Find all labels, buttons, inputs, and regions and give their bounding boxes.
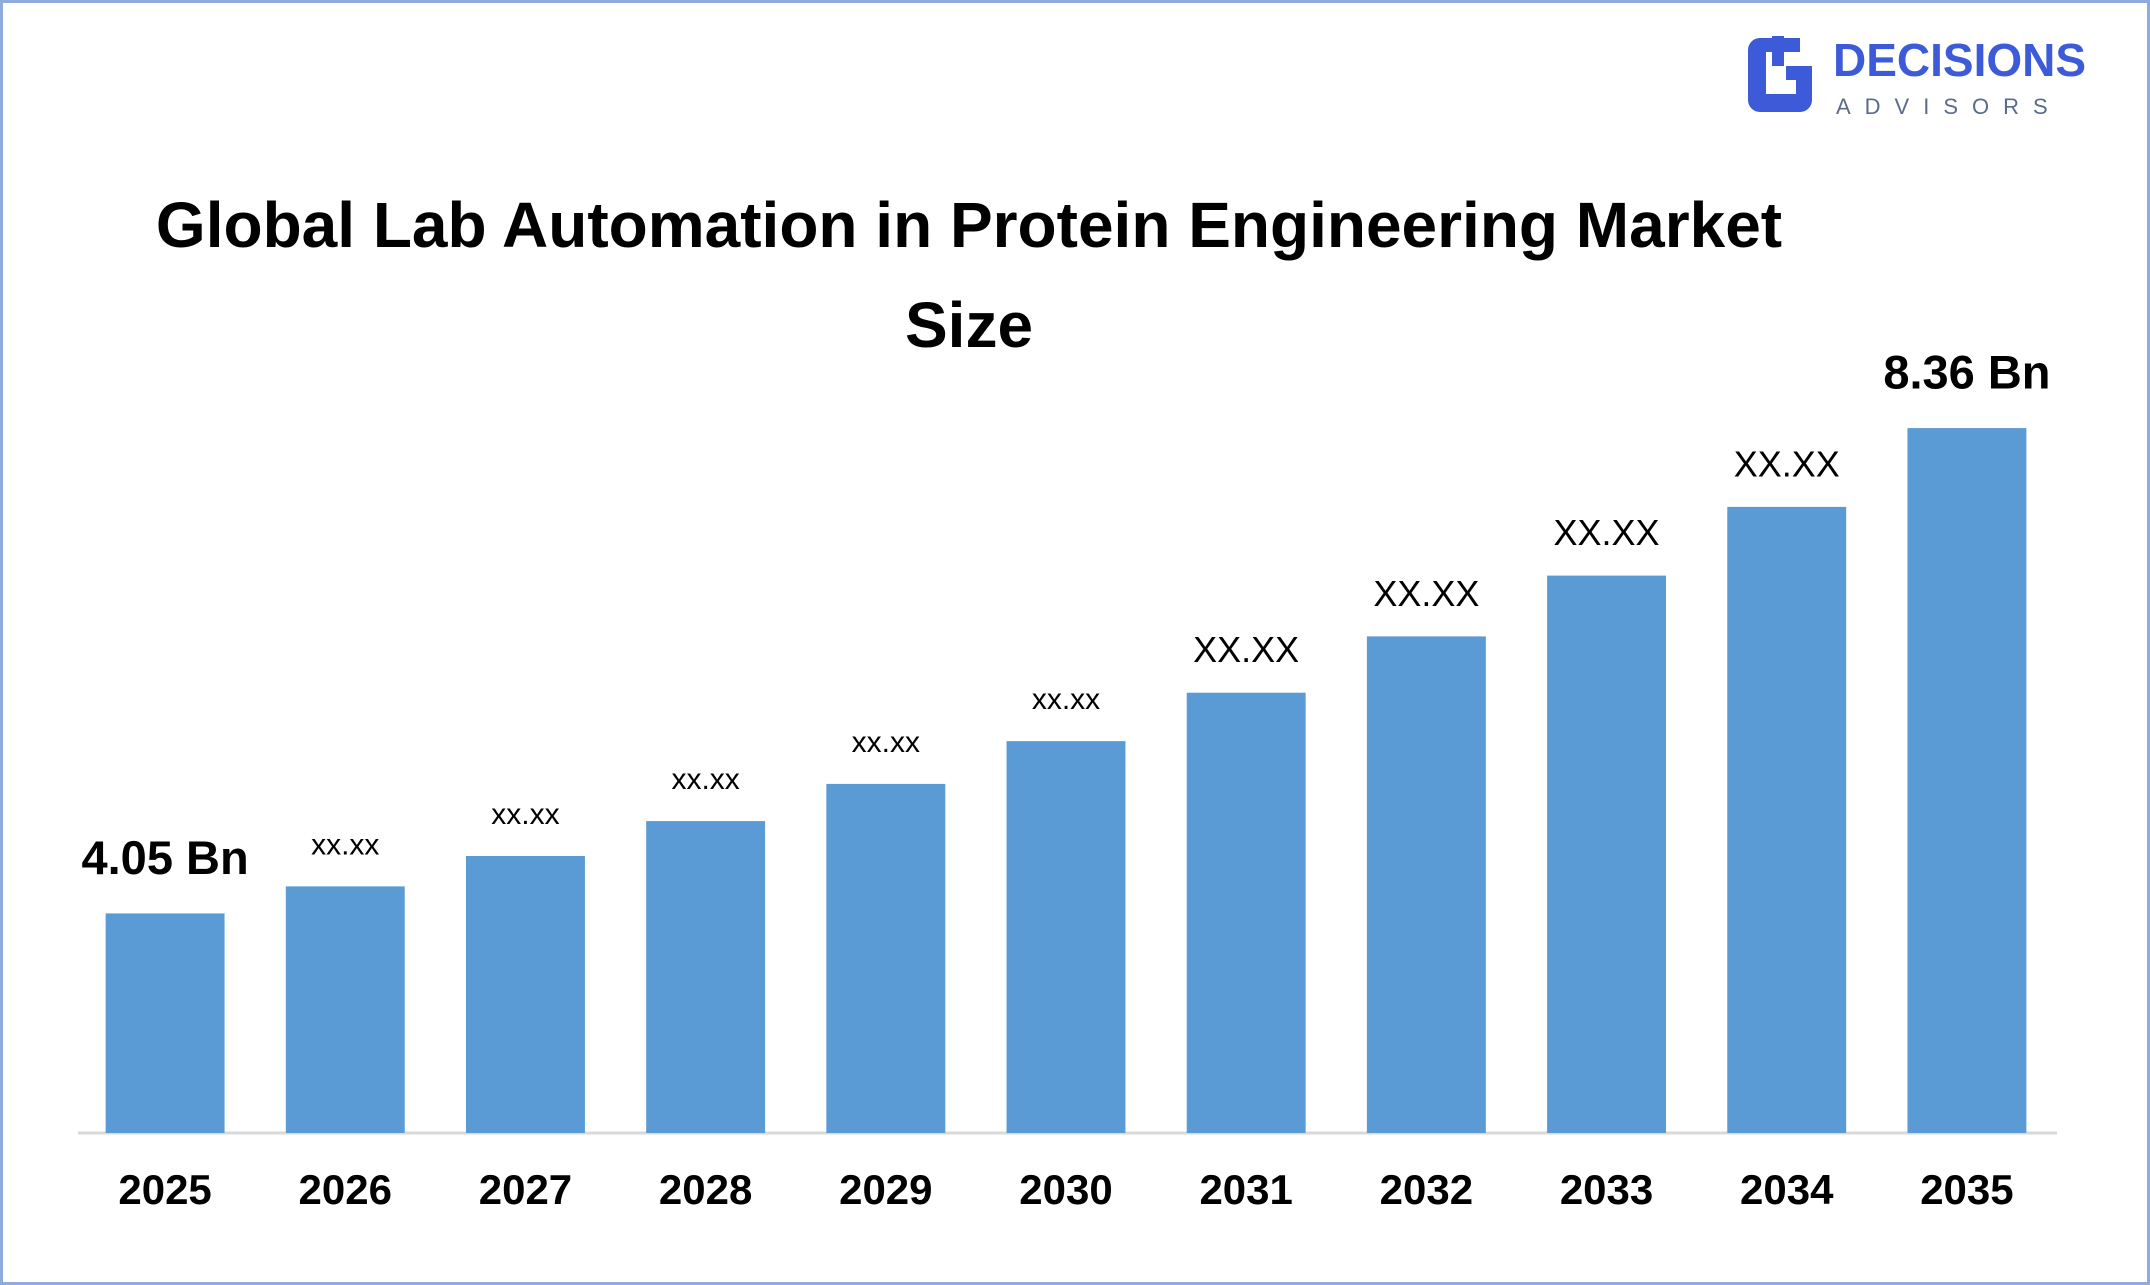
logo: DECISIONS ADVISORS — [1748, 34, 2086, 119]
x-tick-label: 2035 — [1920, 1166, 2013, 1213]
value-label: xx.xx — [491, 798, 559, 831]
bar — [285, 886, 405, 1133]
x-tick-label: 2034 — [1740, 1166, 1834, 1213]
bar — [1907, 428, 2027, 1133]
chart-title: Global Lab Automation in Protein Enginee… — [155, 189, 1783, 361]
value-label: 8.36 Bn — [1883, 345, 2050, 398]
bar — [826, 783, 946, 1133]
logo-icon — [1748, 38, 1812, 112]
value-label: XX.XX — [1554, 512, 1660, 553]
value-label: 4.05 Bn — [81, 831, 248, 884]
logo-name: DECISIONS — [1833, 34, 2086, 86]
x-tick-label: 2029 — [839, 1166, 932, 1213]
logo-icon-bar — [1772, 36, 1784, 66]
x-tick-label: 2025 — [118, 1166, 211, 1213]
value-label: xx.xx — [671, 763, 739, 796]
bar — [646, 821, 766, 1133]
x-tick-label: 2028 — [659, 1166, 752, 1213]
value-label: XX.XX — [1193, 629, 1299, 670]
bar — [1727, 506, 1847, 1134]
x-tick-label: 2033 — [1560, 1166, 1653, 1213]
bar — [1186, 692, 1306, 1133]
bar — [465, 855, 585, 1133]
value-label: XX.XX — [1373, 573, 1479, 614]
x-tick-label: 2031 — [1199, 1166, 1292, 1213]
bar — [1366, 636, 1486, 1133]
value-label: xx.xx — [1032, 683, 1100, 716]
x-tick-label: 2027 — [479, 1166, 572, 1213]
x-tick-label: 2026 — [299, 1166, 392, 1213]
x-tick-label: 2030 — [1019, 1166, 1112, 1213]
logo-tagline: ADVISORS — [1836, 94, 2062, 119]
bar — [105, 913, 225, 1133]
bar — [1006, 741, 1126, 1133]
value-label: xx.xx — [852, 726, 920, 759]
bar — [1547, 575, 1667, 1133]
value-label: xx.xx — [311, 828, 379, 861]
x-tick-label: 2032 — [1380, 1166, 1473, 1213]
value-label: XX.XX — [1734, 443, 1840, 484]
